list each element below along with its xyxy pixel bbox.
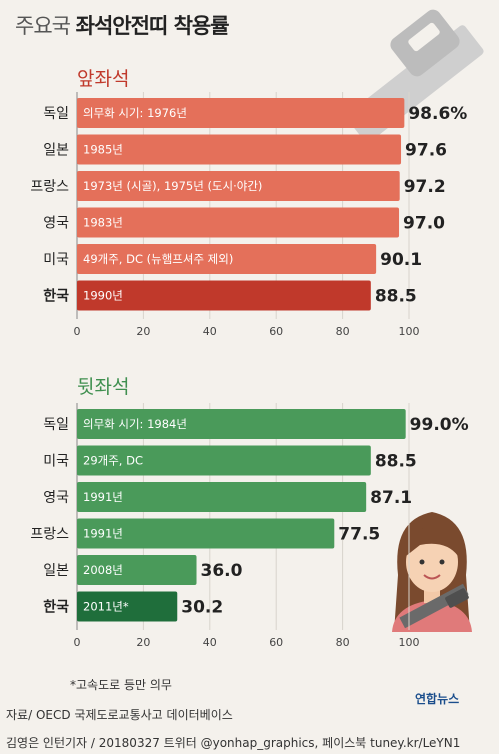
chart-title: 주요국 좌석안전띠 착용률 bbox=[15, 10, 230, 40]
front-category-label: 영국 bbox=[43, 216, 69, 232]
back-bar bbox=[77, 445, 371, 476]
back-tick-label: 20 bbox=[136, 636, 150, 649]
front-bar bbox=[77, 171, 400, 201]
back-bar-note: 2008년 bbox=[83, 563, 123, 577]
front-tick-label: 60 bbox=[269, 325, 283, 338]
back-category-label: 일본 bbox=[43, 563, 69, 579]
back-bar-note: 1991년 bbox=[83, 490, 123, 504]
front-bar-note: 1990년 bbox=[83, 289, 123, 303]
front-section-title: 앞좌석 bbox=[77, 68, 129, 90]
front-tick-label: 20 bbox=[136, 325, 150, 338]
front-value-label: 88.5 bbox=[375, 287, 417, 307]
back-tick-label: 100 bbox=[399, 636, 420, 649]
front-tick-label: 0 bbox=[74, 325, 81, 338]
back-value-label: 30.2 bbox=[181, 598, 223, 618]
front-value-label: 97.0 bbox=[403, 214, 445, 234]
front-tick-label: 100 bbox=[399, 325, 420, 338]
front-bar-note: 49개주, DC (뉴햄프셔주 제외) bbox=[83, 252, 233, 266]
back-category-label: 미국 bbox=[43, 454, 69, 470]
back-bar bbox=[77, 591, 178, 622]
front-bar bbox=[77, 207, 400, 238]
back-tick-label: 80 bbox=[336, 636, 350, 649]
back-bar-note: 2011년* bbox=[83, 600, 129, 614]
front-tick-label: 40 bbox=[203, 325, 217, 338]
woman-with-seatbelt-icon bbox=[392, 512, 472, 632]
front-category-label: 미국 bbox=[43, 252, 69, 268]
back-tick-label: 40 bbox=[203, 636, 217, 649]
back-bar-note: 의무화 시기: 1984년 bbox=[83, 417, 187, 431]
back-value-label: 36.0 bbox=[201, 561, 243, 581]
front-bar-note: 1973년 (시골), 1975년 (도시·야간) bbox=[83, 179, 262, 193]
credit-text: 김영은 인턴기자 / 20180327 트위터 @yonhap_graphics… bbox=[6, 736, 461, 750]
back-bar-note: 1991년 bbox=[83, 527, 123, 541]
front-bar-note: 1985년 bbox=[83, 143, 123, 157]
back-category-label: 프랑스 bbox=[30, 527, 69, 543]
back-bar-note: 29개주, DC bbox=[83, 454, 143, 468]
back-value-label: 99.0% bbox=[410, 415, 469, 435]
front-category-label: 한국 bbox=[43, 289, 69, 305]
front-bar bbox=[77, 280, 371, 311]
front-bar bbox=[77, 98, 405, 128]
front-bar bbox=[77, 244, 377, 274]
front-value-label: 90.1 bbox=[380, 250, 422, 270]
front-bar-note: 1983년 bbox=[83, 216, 123, 230]
back-value-label: 88.5 bbox=[375, 452, 417, 472]
back-bar bbox=[77, 409, 406, 439]
front-bar bbox=[77, 134, 402, 165]
source-text: 자료/ OECD 국제도로교통사고 데이터베이스 bbox=[6, 708, 233, 722]
back-bar bbox=[77, 518, 335, 549]
back-tick-label: 60 bbox=[269, 636, 283, 649]
front-bar-note: 의무화 시기: 1976년 bbox=[83, 106, 187, 120]
footnote: *고속도로 등만 의무 bbox=[70, 678, 172, 692]
front-value-label: 98.6% bbox=[408, 104, 467, 124]
front-category-label: 독일 bbox=[43, 106, 69, 122]
front-category-label: 프랑스 bbox=[30, 179, 69, 195]
front-value-label: 97.2 bbox=[404, 177, 446, 197]
front-value-label: 97.6 bbox=[405, 141, 447, 161]
front-tick-label: 80 bbox=[336, 325, 350, 338]
yonhap-logo: 연합뉴스 bbox=[415, 692, 460, 706]
back-category-label: 한국 bbox=[43, 600, 69, 616]
title-prefix: 주요국 bbox=[15, 14, 71, 38]
title-main: 좌석안전띠 착용률 bbox=[75, 14, 230, 38]
back-bar bbox=[77, 555, 197, 585]
back-category-label: 영국 bbox=[43, 490, 69, 506]
back-bar bbox=[77, 482, 367, 512]
back-value-label: 77.5 bbox=[338, 525, 380, 545]
back-section-title: 뒷좌석 bbox=[77, 376, 129, 398]
back-category-label: 독일 bbox=[43, 417, 69, 433]
front-category-label: 일본 bbox=[43, 143, 69, 159]
back-value-label: 87.1 bbox=[370, 488, 412, 508]
back-tick-label: 0 bbox=[74, 636, 81, 649]
